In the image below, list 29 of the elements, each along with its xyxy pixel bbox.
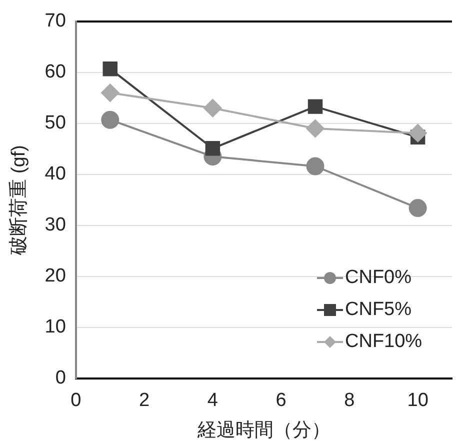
x-axis-title: 経過時間（分） <box>196 420 330 441</box>
point <box>102 61 118 76</box>
point <box>408 199 427 218</box>
x-tick-label: 10 <box>407 390 428 412</box>
x-tick-label: 8 <box>344 390 355 412</box>
x-tick-label: 2 <box>139 390 150 412</box>
point <box>308 99 323 114</box>
point <box>306 120 324 138</box>
legend-label: CNF10% <box>345 331 422 354</box>
point <box>204 99 222 118</box>
x-tick-label: 4 <box>207 390 218 412</box>
y-tick-label: 40 <box>44 164 66 185</box>
y-tick-label: 70 <box>44 10 66 32</box>
y-axis-title: 破断荷重 (gf) <box>8 145 30 256</box>
y-tick-label: 0 <box>55 368 66 389</box>
legend-label: CNF0% <box>345 267 412 290</box>
y-tick-label: 60 <box>44 62 66 83</box>
x-tick-label: 6 <box>276 390 286 412</box>
y-tick-label: 50 <box>44 112 66 134</box>
y-tick-label: 30 <box>44 214 66 236</box>
x-tick-label: 0 <box>70 390 82 412</box>
y-tick-label: 10 <box>44 316 66 338</box>
point <box>306 157 324 176</box>
point <box>205 141 220 156</box>
point <box>101 110 120 129</box>
y-tick-label: 20 <box>44 266 66 287</box>
point <box>101 84 120 102</box>
point <box>408 124 427 142</box>
legend-label: CNF5% <box>345 299 412 322</box>
